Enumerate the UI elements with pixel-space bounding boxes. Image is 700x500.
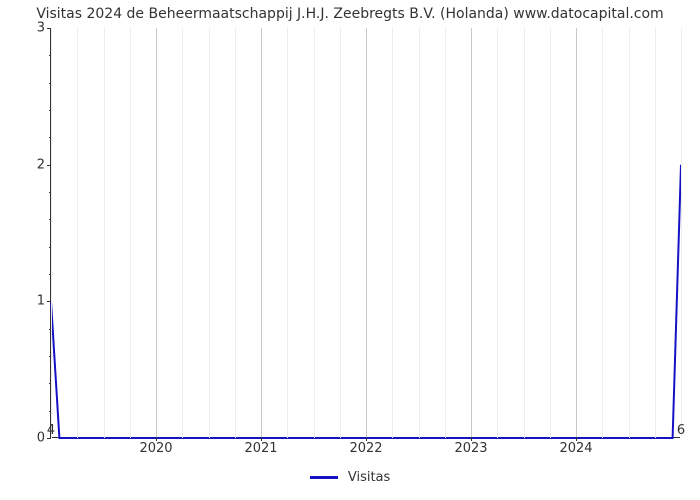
plot-area: 01232020202120222023202446 <box>50 28 680 438</box>
gridline-minor <box>209 28 210 438</box>
gridline-major <box>156 28 157 438</box>
legend-swatch <box>310 476 338 479</box>
x-tick-label: 2024 <box>559 441 592 456</box>
x-tick-label: 2021 <box>244 441 277 456</box>
gridline-minor <box>51 28 52 438</box>
x-tick-label: 2020 <box>139 441 172 456</box>
y-minor-tick-mark <box>49 274 51 275</box>
y-minor-tick-mark <box>49 329 51 330</box>
gridline-minor <box>602 28 603 438</box>
gridline-minor <box>497 28 498 438</box>
chart-title: Visitas 2024 de Beheermaatschappij J.H.J… <box>0 6 700 22</box>
gridline-minor <box>655 28 656 438</box>
gridline-minor <box>182 28 183 438</box>
y-tick-mark <box>47 301 51 302</box>
y-minor-tick-mark <box>49 356 51 357</box>
y-tick-label: 2 <box>37 157 45 172</box>
gridline-major <box>261 28 262 438</box>
x-secondary-tick-label: 6 <box>677 423 685 438</box>
x-secondary-tick-label: 4 <box>47 423 55 438</box>
y-minor-tick-mark <box>49 383 51 384</box>
y-minor-tick-mark <box>49 83 51 84</box>
gridline-minor <box>77 28 78 438</box>
chart-container: Visitas 2024 de Beheermaatschappij J.H.J… <box>0 0 700 500</box>
gridline-minor <box>340 28 341 438</box>
y-tick-label: 1 <box>37 294 45 309</box>
legend-label: Visitas <box>348 470 390 485</box>
gridline-minor <box>130 28 131 438</box>
gridline-minor <box>314 28 315 438</box>
gridline-major <box>576 28 577 438</box>
y-tick-mark <box>47 165 51 166</box>
x-tick-label: 2023 <box>454 441 487 456</box>
y-tick-label: 0 <box>37 431 45 446</box>
gridline-minor <box>550 28 551 438</box>
y-minor-tick-mark <box>49 55 51 56</box>
gridline-major <box>366 28 367 438</box>
gridline-minor <box>392 28 393 438</box>
y-minor-tick-mark <box>49 137 51 138</box>
gridline-minor <box>445 28 446 438</box>
gridline-minor <box>235 28 236 438</box>
x-tick-label: 2022 <box>349 441 382 456</box>
y-tick-mark <box>47 28 51 29</box>
gridline-minor <box>681 28 682 438</box>
gridline-minor <box>629 28 630 438</box>
y-tick-mark <box>47 438 51 439</box>
y-minor-tick-mark <box>49 247 51 248</box>
y-minor-tick-mark <box>49 411 51 412</box>
gridline-minor <box>104 28 105 438</box>
legend: Visitas <box>0 470 700 485</box>
gridline-minor <box>419 28 420 438</box>
y-minor-tick-mark <box>49 110 51 111</box>
gridline-minor <box>287 28 288 438</box>
gridline-minor <box>524 28 525 438</box>
y-minor-tick-mark <box>49 219 51 220</box>
y-tick-label: 3 <box>37 21 45 36</box>
y-minor-tick-mark <box>49 192 51 193</box>
gridline-major <box>471 28 472 438</box>
